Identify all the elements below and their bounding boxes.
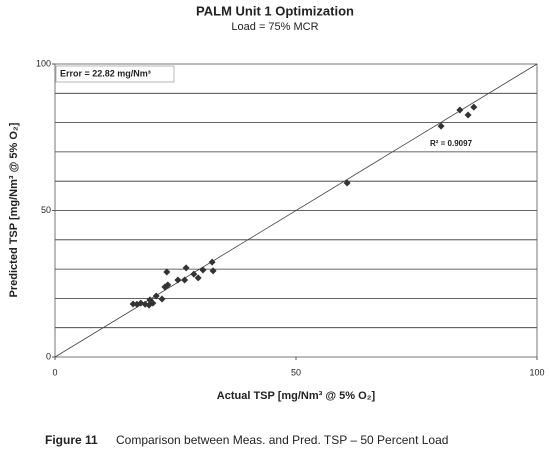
caption-text: Comparison between Meas. and Pred. TSP –… xyxy=(116,433,448,447)
point xyxy=(209,267,217,275)
point xyxy=(182,264,190,272)
point xyxy=(208,258,216,266)
y-tick-label: 100 xyxy=(36,58,51,68)
point xyxy=(152,292,160,300)
point xyxy=(129,300,137,308)
point xyxy=(470,103,478,111)
x-axis-label: Actual TSP [mg/Nm³ @ 5% O₂] xyxy=(217,390,376,402)
x-tick-label: 50 xyxy=(291,367,301,377)
point xyxy=(199,266,207,274)
y-tick-label: 0 xyxy=(46,351,51,361)
point xyxy=(174,276,182,284)
caption-label: Figure 11 xyxy=(45,433,98,447)
point xyxy=(190,270,198,278)
point xyxy=(158,295,166,303)
chart-title: PALM Unit 1 Optimization xyxy=(196,3,354,18)
annotation-box xyxy=(55,65,175,83)
point xyxy=(181,276,189,284)
chart-subtitle: Load = 75% MCR xyxy=(231,21,318,33)
point xyxy=(343,179,351,187)
point xyxy=(456,106,464,114)
point xyxy=(149,299,157,307)
x-tick-label: 0 xyxy=(52,367,57,377)
point xyxy=(194,274,202,282)
point xyxy=(464,111,472,119)
annotation: R² = 0.9097 xyxy=(430,139,473,148)
y-tick-label: 50 xyxy=(41,205,51,215)
x-tick-label: 100 xyxy=(529,367,544,377)
annotation: Error = 22.82 mg/Nm³ xyxy=(60,68,151,78)
y-axis-label: Predicted TSP [mg/Nm³ @ 5% O₂] xyxy=(8,122,20,297)
point xyxy=(163,268,171,276)
point xyxy=(164,281,172,289)
reference-line xyxy=(54,63,538,358)
point xyxy=(437,122,445,130)
